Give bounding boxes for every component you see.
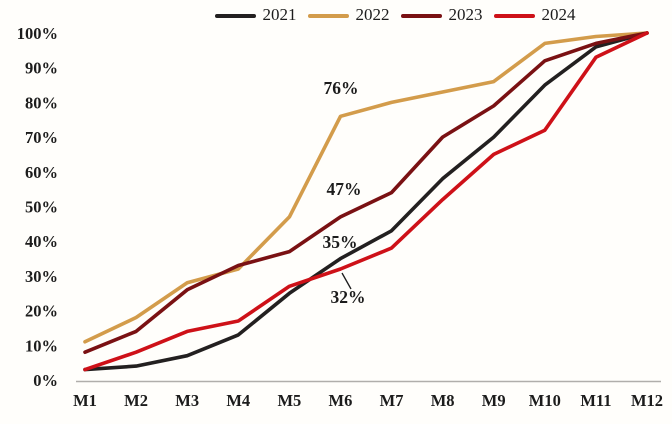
series-line-2021 xyxy=(83,31,649,372)
series-line-2023 xyxy=(83,31,649,355)
legend-label: 2022 xyxy=(355,5,390,24)
x-tick-label: M10 xyxy=(529,391,561,410)
y-tick-label: 10% xyxy=(25,336,58,355)
legend-swatch-2024 xyxy=(493,14,535,18)
series-line-2022 xyxy=(83,31,649,344)
legend-item-2023: 2023 xyxy=(400,5,483,25)
y-tick-label: 40% xyxy=(25,232,58,251)
legend-label: 2021 xyxy=(262,5,297,24)
legend-label: 2023 xyxy=(448,5,483,24)
x-tick-label: M11 xyxy=(580,391,611,410)
x-tick-label: M12 xyxy=(631,391,663,410)
y-tick-label: 50% xyxy=(25,198,58,217)
x-tick-label: M2 xyxy=(124,391,148,410)
y-tick-label: 90% xyxy=(25,59,58,78)
legend-item-2021: 2021 xyxy=(214,5,297,25)
legend-swatch-2022 xyxy=(307,14,349,18)
legend-item-2022: 2022 xyxy=(307,5,390,25)
x-tick-label: M7 xyxy=(380,391,404,410)
x-tick-label: M5 xyxy=(277,391,301,410)
series-line-2024 xyxy=(83,31,649,372)
annotation-2024: 32% xyxy=(331,287,366,307)
y-tick-label: 60% xyxy=(25,163,58,182)
annotation-2023: 47% xyxy=(327,179,362,199)
x-tick-label: M8 xyxy=(431,391,455,410)
y-tick-label: 100% xyxy=(17,24,58,43)
y-tick-label: 20% xyxy=(25,302,58,321)
x-tick-label: M1 xyxy=(73,391,97,410)
y-tick-label: 0% xyxy=(33,371,58,390)
x-tick-label: M6 xyxy=(329,391,353,410)
y-tick-label: 30% xyxy=(25,267,58,286)
annotation-leader-line xyxy=(341,272,352,290)
annotation-2022: 76% xyxy=(324,78,359,98)
chart-legend: 2021 2022 2023 2024 xyxy=(0,5,672,25)
x-tick-label: M9 xyxy=(482,391,506,410)
annotation-2021: 35% xyxy=(323,232,358,252)
y-tick-label: 80% xyxy=(25,93,58,112)
legend-swatch-2023 xyxy=(400,14,442,18)
x-tick-label: M3 xyxy=(175,391,199,410)
y-tick-label: 70% xyxy=(25,128,58,147)
legend-label: 2024 xyxy=(541,5,576,24)
legend-item-2024: 2024 xyxy=(493,5,576,25)
x-tick-label: M4 xyxy=(226,391,250,410)
legend-swatch-2021 xyxy=(214,14,256,18)
